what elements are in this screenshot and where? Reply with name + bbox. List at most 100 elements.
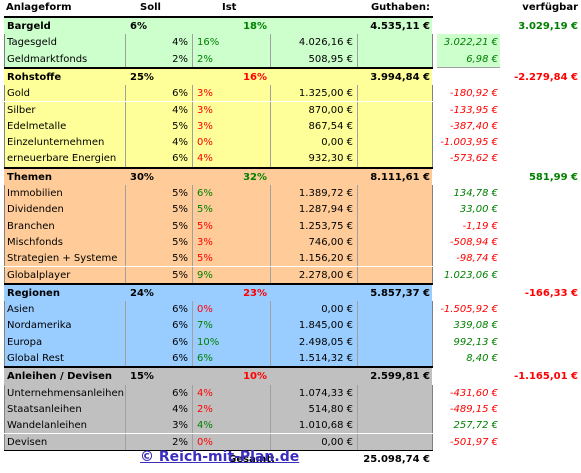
cell-border xyxy=(432,301,433,318)
item-row-bg xyxy=(4,150,432,167)
item-guthaben: 1.010,68 € xyxy=(298,420,353,432)
item-name: Immobilien xyxy=(7,188,63,199)
item-row-bg xyxy=(4,117,432,135)
cell-border xyxy=(4,350,5,367)
cell-border xyxy=(125,101,126,118)
item-ist: 0% xyxy=(197,304,213,316)
item-soll: 4% xyxy=(172,403,188,415)
cell-border xyxy=(270,266,271,283)
item-row-bg xyxy=(4,400,432,418)
item-guthaben: 746,00 € xyxy=(308,236,353,248)
item-guthaben: 0,00 € xyxy=(321,137,353,149)
item-guthaben: 1.845,00 € xyxy=(298,320,353,332)
cell-border xyxy=(357,217,358,234)
cell-border xyxy=(270,350,271,367)
item-name: Branchen xyxy=(7,220,55,232)
cell-border xyxy=(125,50,126,67)
cell-border xyxy=(4,134,5,151)
item-name: Dividenden xyxy=(7,204,64,216)
cell-border xyxy=(192,384,193,401)
item-guthaben: 1.287,94 € xyxy=(298,204,353,216)
cell-border xyxy=(432,317,433,334)
item-ist: 0% xyxy=(197,436,213,448)
group-ist: 16% xyxy=(243,71,267,83)
item-row-bg xyxy=(4,217,432,234)
item-guthaben: 4.026,16 € xyxy=(298,37,353,49)
site-link[interactable]: © Reich-mit-Plan.de xyxy=(140,449,300,465)
cell-border xyxy=(125,217,126,234)
cell-border xyxy=(192,117,193,135)
cell-border xyxy=(125,150,126,167)
cell-border xyxy=(4,34,5,51)
cell-border xyxy=(270,201,271,218)
item-verfuegbar: -133,95 € xyxy=(449,104,498,116)
item-ist: 5% xyxy=(197,253,213,265)
item-verfuegbar: -387,40 € xyxy=(449,120,498,132)
item-ist: 6% xyxy=(197,353,213,364)
group-row-bg xyxy=(4,168,432,185)
item-soll: 4% xyxy=(172,37,188,49)
cell-border xyxy=(270,433,271,450)
item-ist: 3% xyxy=(197,88,213,100)
item-verfuegbar: 339,08 € xyxy=(453,320,498,332)
group-guthaben: 8.111,61 € xyxy=(370,171,430,183)
group-verfuegbar: -166,33 € xyxy=(524,287,578,299)
cell-border xyxy=(432,250,433,267)
item-verfuegbar: 134,78 € xyxy=(453,188,498,199)
item-row-bg xyxy=(4,233,432,251)
item-guthaben: 508,95 € xyxy=(308,53,353,65)
item-row-bg xyxy=(4,384,432,401)
item-row-bg xyxy=(4,201,432,218)
cell-border xyxy=(357,117,358,135)
cell-border xyxy=(432,217,433,234)
group-guthaben: 3.994,84 € xyxy=(370,71,430,83)
cell-border xyxy=(4,117,5,135)
item-verfuegbar: 8,40 € xyxy=(466,353,498,364)
cell-border xyxy=(192,217,193,234)
item-verfuegbar: -180,92 € xyxy=(449,88,498,100)
cell-border xyxy=(432,117,433,135)
group-separator xyxy=(4,66,433,69)
cell-border xyxy=(4,101,5,118)
cell-border xyxy=(192,350,193,367)
item-name: Devisen xyxy=(7,436,48,448)
item-name: Asien xyxy=(7,304,35,316)
cell-border xyxy=(357,384,358,401)
item-guthaben: 932,30 € xyxy=(308,153,353,165)
cell-border xyxy=(192,433,193,450)
cell-border xyxy=(432,417,433,434)
item-name: Wandelanleihen xyxy=(7,420,87,432)
cell-border xyxy=(270,233,271,251)
cell-border xyxy=(270,85,271,102)
cell-border xyxy=(125,34,126,51)
group-guthaben: 5.857,37 € xyxy=(370,287,430,299)
item-row-bg xyxy=(4,185,432,202)
cell-border xyxy=(192,301,193,318)
group-separator xyxy=(4,166,433,169)
cell-border xyxy=(432,333,433,350)
cell-border xyxy=(432,50,433,67)
item-name: Staatsanleihen xyxy=(7,403,82,415)
item-soll: 5% xyxy=(172,236,188,248)
cell-border xyxy=(357,233,358,251)
item-soll: 4% xyxy=(172,137,188,149)
total-label: Gesamt: xyxy=(228,453,275,465)
item-verfuegbar: -98,74 € xyxy=(456,253,498,265)
item-verfuegbar: -573,62 € xyxy=(449,153,498,165)
group-guthaben: 2.599,81 € xyxy=(370,371,430,383)
cell-border xyxy=(192,185,193,202)
item-soll: 2% xyxy=(172,53,188,65)
cell-border xyxy=(192,150,193,167)
cell-border xyxy=(357,333,358,350)
cell-border xyxy=(357,101,358,118)
item-guthaben: 1.156,20 € xyxy=(298,253,353,265)
item-row-bg xyxy=(4,134,432,151)
group-separator xyxy=(4,282,433,285)
cell-border xyxy=(357,34,358,51)
item-guthaben: 1.325,00 € xyxy=(298,88,353,100)
item-row-bg xyxy=(4,250,432,267)
item-verfuegbar: 3.022,21 € xyxy=(443,37,498,49)
cell-border xyxy=(4,233,5,251)
item-soll: 6% xyxy=(172,304,188,316)
group-ist: 18% xyxy=(243,21,267,32)
